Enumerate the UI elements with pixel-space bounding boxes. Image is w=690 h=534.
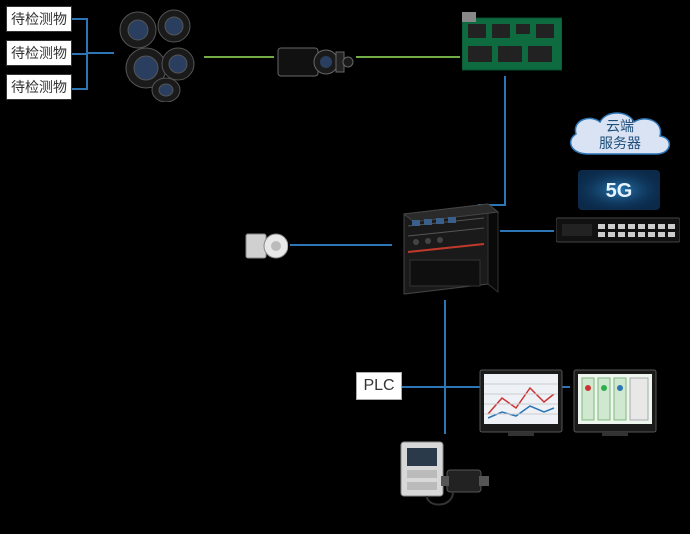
connector-controller-switch: [500, 230, 554, 232]
label-item-1: 待检测物: [6, 6, 72, 32]
connector-controller-down: [444, 300, 446, 434]
fiveg-icon: 5G: [578, 170, 660, 210]
camera-icon: [276, 40, 354, 84]
board-icon: [462, 12, 562, 76]
svg-text:5G: 5G: [606, 180, 633, 202]
connector-camera-board: [356, 56, 460, 58]
hmi-screen-2-icon: [572, 368, 658, 438]
controller-icon: [394, 196, 500, 300]
lenses-icon: [116, 6, 202, 102]
label-item-3: 待检测物: [6, 74, 72, 100]
hmi-screen-1-icon: [478, 368, 564, 438]
cloud-icon: 云端 服务器: [560, 104, 680, 166]
cloud-text-2: 服务器: [599, 135, 641, 152]
connector-lenses-camera: [204, 56, 274, 58]
connector-encoder-controller: [290, 244, 392, 246]
encoder-icon: [244, 226, 288, 266]
label-item-2: 待检测物: [6, 40, 72, 66]
switch-icon: [556, 216, 680, 246]
servo-icon: [397, 436, 493, 516]
cloud-text-1: 云端: [599, 118, 641, 135]
connector-board-controller: [504, 76, 506, 204]
plc-box: PLC: [356, 372, 402, 400]
connector-to-plc: [398, 386, 444, 388]
